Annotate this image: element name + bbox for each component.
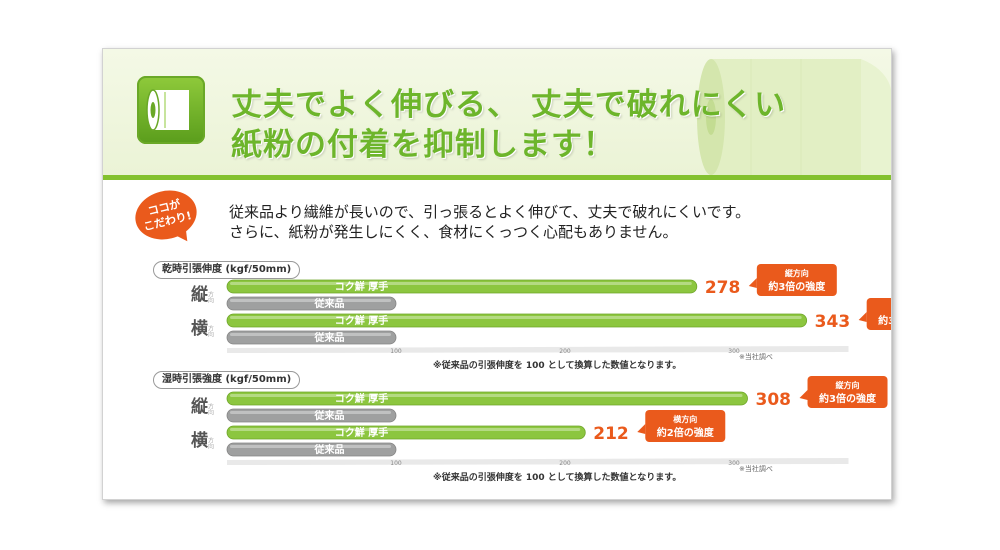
- callout-line-2: 約3倍の強度: [878, 314, 891, 327]
- callout-pointer: [637, 424, 646, 434]
- group-label: 縦: [191, 396, 209, 417]
- headline-line-1: 丈夫でよく伸びる、 丈夫で破れにくい: [231, 87, 787, 123]
- header-divider: [103, 175, 891, 180]
- bar-highlight: [230, 333, 391, 336]
- bar: [226, 313, 808, 328]
- bar-value-label: 343: [815, 312, 851, 332]
- bar: [226, 330, 397, 345]
- callout-line-1: 横方向: [673, 414, 697, 424]
- x-tick-label: 100: [390, 348, 402, 355]
- bar-highlight: [230, 299, 391, 302]
- callout-box: [866, 298, 891, 330]
- source-note-wet: ※当社調べ: [739, 465, 773, 473]
- x-tick-label: 300: [728, 460, 740, 467]
- callout-line-2: 約3倍の強度: [819, 392, 877, 405]
- bar-value-label: 308: [756, 390, 792, 410]
- bar-value-label: 212: [593, 424, 629, 444]
- callout-pointer: [799, 390, 808, 400]
- chart-title-dry: 乾時引張伸度 (kgf/50mm): [153, 261, 301, 279]
- paper-towel-icon: [137, 76, 205, 144]
- group-sublabel: 方向: [207, 324, 214, 337]
- bar: [226, 442, 397, 457]
- bar-series-label: 従来品: [314, 331, 345, 344]
- chart-footnote-wet: ※従来品の引張伸度を 100 として換算した数値となります。: [433, 473, 682, 483]
- bar-highlight: [230, 411, 391, 414]
- callout-box: [807, 376, 888, 408]
- bar: [226, 391, 748, 406]
- group-sublabel: 方向: [207, 290, 214, 303]
- bar-highlight: [230, 445, 391, 448]
- bar: [226, 296, 397, 311]
- x-tick-label: 100: [390, 460, 402, 467]
- bar-series-label: コク鮮 厚手: [335, 314, 388, 327]
- bar: [226, 279, 698, 294]
- header-band: 丈夫でよく伸びる、 丈夫で破れにくい 紙粉の付着を抑制します！: [103, 49, 891, 175]
- feature-card: 丈夫でよく伸びる、 丈夫で破れにくい 紙粉の付着を抑制します！ ココが こだわり…: [102, 48, 892, 500]
- bar-series-label: コク鮮 厚手: [335, 392, 388, 405]
- callout-line-1: 縦方向: [836, 380, 860, 390]
- x-tick-label: 300: [728, 348, 740, 355]
- chart-footnote-dry: ※従来品の引張伸度を 100 として換算した数値となります。: [433, 361, 682, 371]
- group-sublabel: 方向: [207, 436, 214, 449]
- x-axis-band: [227, 346, 849, 353]
- x-tick-label: 200: [559, 348, 571, 355]
- bar-highlight: [230, 282, 692, 285]
- callout-box: [645, 410, 726, 442]
- group-sublabel: 方向: [207, 402, 214, 415]
- bar-series-label: 従来品: [314, 409, 345, 422]
- bar-highlight: [230, 316, 802, 319]
- callout-line-1: 縦方向: [785, 268, 809, 278]
- chart-title-wet: 湿時引張強度 (kgf/50mm): [153, 371, 301, 389]
- x-axis-band: [227, 458, 849, 465]
- paper-roll-illustration: [691, 49, 891, 175]
- group-label: 縦: [191, 284, 209, 305]
- bar: [226, 408, 397, 423]
- group-label: 横: [191, 430, 208, 451]
- x-tick-label: 200: [559, 460, 571, 467]
- bar-highlight: [230, 428, 581, 431]
- headline-line-2: 紙粉の付着を抑制します！: [231, 127, 615, 163]
- callout-pointer: [748, 278, 757, 288]
- bar-series-label: 従来品: [314, 297, 345, 310]
- bar-highlight: [230, 394, 743, 397]
- source-note-dry: ※当社調べ: [739, 353, 773, 361]
- group-label: 横: [191, 318, 208, 339]
- bar-series-label: コク鮮 厚手: [335, 426, 388, 439]
- callout-pointer: [858, 312, 867, 322]
- bar: [226, 425, 586, 440]
- bar-value-label: 278: [705, 278, 741, 298]
- description-line-2: さらに、紙粉が発生しにくく、食材にくっつく心配もありません。: [229, 223, 678, 241]
- description-line-1: 従来品より繊維が長いので、引っ張るとよく伸びて、丈夫で破れにくいです。: [229, 203, 751, 221]
- bar-series-label: 従来品: [314, 443, 345, 456]
- callout-box: [756, 264, 837, 296]
- callout-line-2: 約2倍の強度: [657, 426, 715, 439]
- callout-line-2: 約3倍の強度: [768, 280, 826, 293]
- bar-series-label: コク鮮 厚手: [335, 280, 388, 293]
